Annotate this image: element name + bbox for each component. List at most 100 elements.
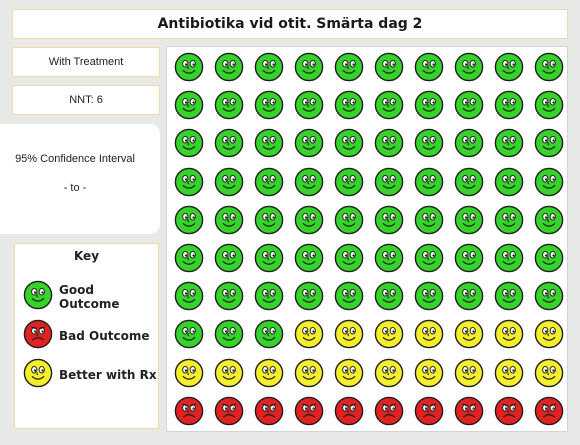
bad-face-icon <box>489 393 529 431</box>
key-item-label: Better with Rx <box>59 367 157 382</box>
good-face-icon <box>249 87 289 125</box>
good-face-icon <box>169 125 209 163</box>
good-face-icon <box>489 125 529 163</box>
good-face-icon <box>209 125 249 163</box>
good-face-icon <box>329 87 369 125</box>
better-face-icon <box>489 355 529 393</box>
better-face-icon <box>489 316 529 354</box>
good-face-icon <box>369 87 409 125</box>
nnt-label: NNT: 6 <box>69 94 103 106</box>
good-face-icon <box>489 240 529 278</box>
good-face-icon <box>529 164 569 202</box>
outcome-grid-panel <box>166 46 568 432</box>
good-face-icon <box>249 49 289 87</box>
good-face-icon <box>169 87 209 125</box>
good-face-icon <box>409 240 449 278</box>
bad-face-icon <box>529 393 569 431</box>
confidence-interval-box: 95% Confidence Interval - to - <box>0 124 160 234</box>
good-face-icon <box>169 316 209 354</box>
good-face-icon <box>329 49 369 87</box>
good-face-icon <box>369 240 409 278</box>
good-face-icon <box>169 164 209 202</box>
good-face-icon <box>369 278 409 316</box>
good-face-icon <box>409 202 449 240</box>
good-face-icon <box>449 164 489 202</box>
good-face-icon <box>249 125 289 163</box>
good-face-icon <box>449 278 489 316</box>
bad-face-icon <box>449 393 489 431</box>
key-item-better-with-rx: Better with Rx <box>23 358 157 391</box>
bad-face-icon <box>329 393 369 431</box>
good-face-icon <box>329 278 369 316</box>
good-face-icon <box>289 202 329 240</box>
good-face-icon <box>169 49 209 87</box>
good-face-icon <box>409 49 449 87</box>
good-face-icon <box>249 278 289 316</box>
good-face-icon <box>289 87 329 125</box>
good-face-icon <box>289 164 329 202</box>
good-face-icon <box>449 240 489 278</box>
good-face-icon <box>369 49 409 87</box>
good-face-icon <box>329 164 369 202</box>
good-face-icon <box>449 87 489 125</box>
bad-face-icon <box>409 393 449 431</box>
better-face-icon <box>409 316 449 354</box>
good-face-icon <box>329 125 369 163</box>
key-item-good-outcome: Good Outcome <box>23 280 158 313</box>
better-face-icon <box>289 316 329 354</box>
treatment-label: With Treatment <box>48 56 124 68</box>
good-face-icon <box>529 202 569 240</box>
better-face-icon <box>449 355 489 393</box>
key-title: Key <box>73 249 100 263</box>
good-face-icon <box>449 49 489 87</box>
good-face-icon <box>369 202 409 240</box>
bad-face-icon <box>289 393 329 431</box>
better-face-icon <box>329 316 369 354</box>
good-face-icon <box>449 125 489 163</box>
confidence-interval-label: 95% Confidence Interval <box>15 153 135 165</box>
key-item-label: Good Outcome <box>59 282 120 311</box>
good-face-icon <box>209 49 249 87</box>
better-face-icon <box>529 316 569 354</box>
good-face-icon <box>249 240 289 278</box>
good-face-icon <box>529 125 569 163</box>
good-face-icon <box>449 202 489 240</box>
good-face-icon <box>529 278 569 316</box>
better-face-icon <box>249 355 289 393</box>
nnt-box: NNT: 6 <box>12 85 160 115</box>
better-face-icon <box>289 355 329 393</box>
good-face-icon <box>249 316 289 354</box>
good-face-icon <box>23 280 59 313</box>
bad-face-icon <box>169 393 209 431</box>
good-face-icon <box>369 164 409 202</box>
key-item-bad-outcome: Bad Outcome <box>23 319 150 352</box>
outcome-grid <box>169 49 569 431</box>
good-face-icon <box>529 49 569 87</box>
good-face-icon <box>409 125 449 163</box>
better-face-icon <box>329 355 369 393</box>
treatment-label-box: With Treatment <box>12 47 160 77</box>
good-face-icon <box>209 87 249 125</box>
good-face-icon <box>209 164 249 202</box>
better-face-icon <box>449 316 489 354</box>
good-face-icon <box>209 316 249 354</box>
better-face-icon <box>23 358 59 391</box>
better-face-icon <box>169 355 209 393</box>
good-face-icon <box>209 240 249 278</box>
good-face-icon <box>169 202 209 240</box>
good-face-icon <box>529 240 569 278</box>
key-item-label: Bad Outcome <box>59 328 150 343</box>
better-face-icon <box>369 355 409 393</box>
good-face-icon <box>409 87 449 125</box>
better-face-icon <box>529 355 569 393</box>
good-face-icon <box>289 240 329 278</box>
good-face-icon <box>249 202 289 240</box>
better-face-icon <box>409 355 449 393</box>
good-face-icon <box>209 202 249 240</box>
better-face-icon <box>369 316 409 354</box>
title-bar: Antibiotika vid otit. Smärta dag 2 <box>12 9 568 39</box>
good-face-icon <box>489 202 529 240</box>
good-face-icon <box>169 240 209 278</box>
good-face-icon <box>209 278 249 316</box>
bad-face-icon <box>23 319 59 352</box>
